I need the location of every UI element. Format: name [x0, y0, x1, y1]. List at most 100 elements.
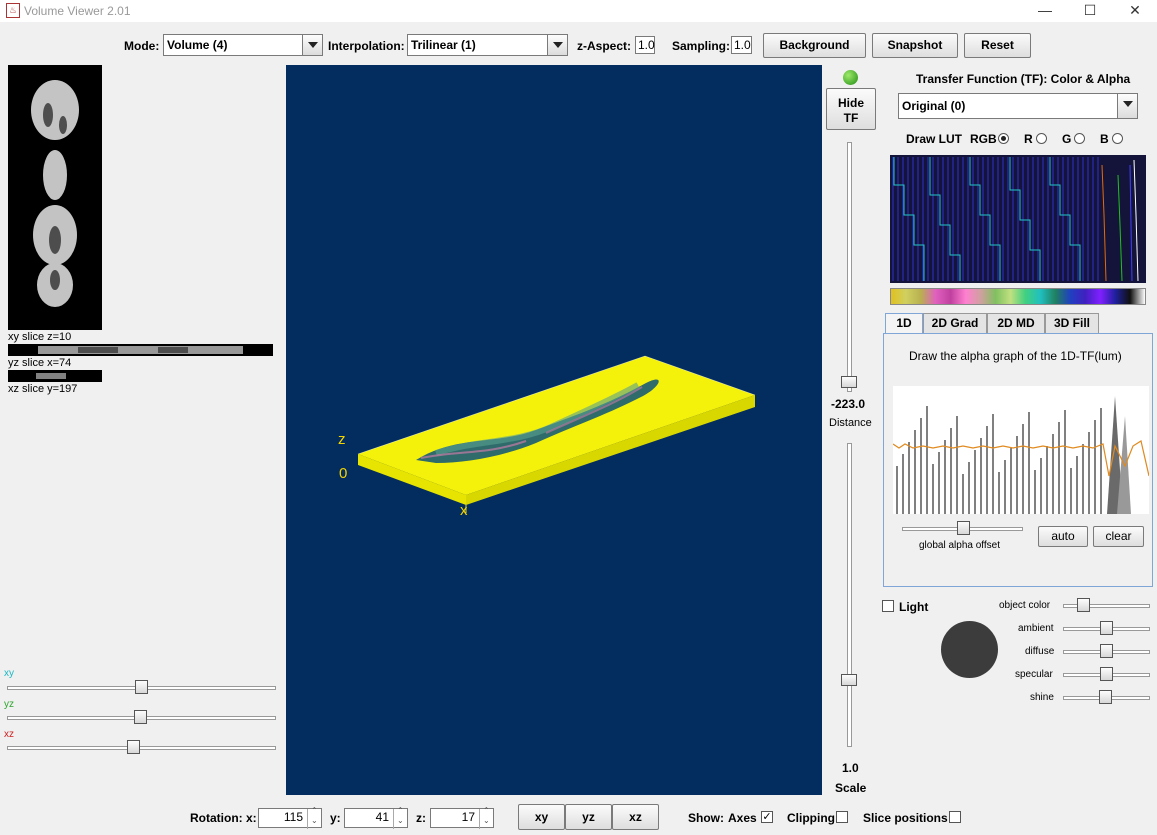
tab-2d-md[interactable]: 2D MD [987, 313, 1045, 333]
z-aspect-label: z-Aspect: [577, 39, 632, 53]
axis-z-label: z [338, 431, 346, 448]
volume-viewport[interactable]: z 0 x [286, 65, 822, 795]
xz-slider-thumb[interactable] [127, 740, 140, 754]
tf-preset-value: Original (0) [902, 99, 966, 113]
rotation-x-label: Rotation: x: [190, 811, 257, 825]
scale-value: 1.0 [842, 761, 859, 775]
clipping-label: Clipping [787, 811, 835, 825]
view-xy-button[interactable]: xy [518, 804, 565, 830]
snapshot-button[interactable]: Snapshot [872, 33, 958, 58]
rotation-y-input[interactable]: 41 [344, 806, 408, 829]
axes-checkbox[interactable]: ✓ [761, 811, 773, 823]
distance-slider[interactable] [847, 142, 852, 392]
rotation-z-input[interactable]: 17 [430, 806, 494, 829]
interpolation-label: Interpolation: [328, 39, 405, 53]
interpolation-value: Trilinear (1) [411, 38, 476, 52]
view-xz-button[interactable]: xz [612, 804, 659, 830]
light-checkbox[interactable] [882, 600, 894, 612]
object-color-label: object color [999, 600, 1051, 611]
clipping-checkbox[interactable] [836, 811, 848, 823]
clear-button[interactable]: clear [1093, 526, 1144, 547]
slice-positions-label: Slice positions [863, 811, 948, 825]
g-radio-label: G [1062, 132, 1072, 146]
mode-label: Mode: [124, 39, 160, 53]
diffuse-label: diffuse [1025, 646, 1055, 657]
yz-slider-label: yz [4, 699, 14, 710]
yz-slice-label: yz slice x=74 [8, 357, 72, 369]
chevron-down-icon[interactable] [547, 35, 567, 55]
java-app-icon: ♨ [6, 3, 20, 18]
alpha-graph-hint: Draw the alpha graph of the 1D-TF(lum) [909, 349, 1122, 363]
rotation-y-label: y: [330, 811, 341, 825]
r-radio-label: R [1024, 132, 1033, 146]
distance-value: -223.0 [831, 397, 866, 411]
hide-tf-button[interactable]: Hide TF [826, 88, 876, 130]
minimize-button[interactable]: — [1038, 2, 1052, 18]
axes-label: Axes [728, 811, 757, 825]
xy-slice-image [8, 65, 102, 330]
chevron-down-icon[interactable] [302, 35, 322, 55]
axis-origin-label: 0 [339, 465, 348, 482]
rgb-radio[interactable] [998, 133, 1009, 144]
xz-slice-image [8, 370, 102, 382]
distance-slider-thumb[interactable] [841, 376, 857, 388]
interpolation-select[interactable]: Trilinear (1) [407, 34, 568, 56]
rotation-y-value: 41 [375, 810, 389, 824]
xy-slider-thumb[interactable] [135, 680, 148, 694]
object-color-slider-thumb[interactable] [1077, 598, 1090, 612]
rotation-x-value: 115 [283, 810, 303, 824]
rotation-z-label: z: [416, 811, 426, 825]
maximize-button[interactable]: ☐ [1083, 2, 1097, 18]
g-radio[interactable] [1074, 133, 1085, 144]
shine-slider-thumb[interactable] [1099, 690, 1112, 704]
auto-button[interactable]: auto [1038, 526, 1088, 547]
mode-select[interactable]: Volume (4) [163, 34, 323, 56]
specular-slider-thumb[interactable] [1100, 667, 1113, 681]
yz-slider-thumb[interactable] [134, 710, 147, 724]
global-alpha-label: global alpha offset [919, 540, 1000, 551]
draw-lut-label: Draw LUT [906, 132, 963, 146]
shine-label: shine [1030, 692, 1054, 703]
light-preview-sphere [941, 621, 998, 678]
spinner-arrows-icon[interactable] [479, 806, 493, 829]
b-radio-label: B [1100, 132, 1109, 146]
tab-3d-fill[interactable]: 3D Fill [1045, 313, 1099, 333]
tab-2d-grad[interactable]: 2D Grad [923, 313, 987, 333]
scale-slider[interactable] [847, 443, 852, 747]
alpha-graph[interactable] [893, 386, 1149, 514]
diffuse-slider-thumb[interactable] [1100, 644, 1113, 658]
slice-positions-checkbox[interactable] [949, 811, 961, 823]
spinner-arrows-icon[interactable] [393, 806, 407, 829]
object-color-slider[interactable] [1063, 604, 1150, 608]
volume-render[interactable] [286, 65, 822, 795]
xz-slider[interactable] [7, 746, 276, 750]
title-bar [0, 0, 1157, 22]
yz-slice-image [8, 344, 273, 356]
close-button[interactable]: ✕ [1129, 2, 1141, 18]
show-label: Show: [688, 811, 724, 825]
view-yz-button[interactable]: yz [565, 804, 612, 830]
reset-button[interactable]: Reset [964, 33, 1031, 58]
status-indicator-icon [843, 70, 858, 85]
sampling-input[interactable]: 1.0 [731, 36, 752, 54]
spinner-arrows-icon[interactable] [307, 806, 321, 829]
tab-1d[interactable]: 1D [885, 313, 923, 333]
z-aspect-input[interactable]: 1.0 [635, 36, 655, 54]
xz-slider-label: xz [4, 729, 14, 740]
global-alpha-slider-thumb[interactable] [957, 521, 970, 535]
lut-graph[interactable] [890, 155, 1146, 283]
lut-color-bar [890, 288, 1146, 305]
xy-slice-label: xy slice z=10 [8, 331, 72, 343]
chevron-down-icon[interactable] [1117, 94, 1137, 118]
axis-x-label: x [460, 502, 468, 519]
light-label: Light [899, 600, 929, 614]
r-radio[interactable] [1036, 133, 1047, 144]
background-button[interactable]: Background [763, 33, 866, 58]
ambient-slider-thumb[interactable] [1100, 621, 1113, 635]
rotation-x-input[interactable]: 115 [258, 806, 322, 829]
specular-label: specular [1015, 669, 1053, 680]
scale-slider-thumb[interactable] [841, 674, 857, 686]
b-radio[interactable] [1112, 133, 1123, 144]
tf-preset-select[interactable]: Original (0) [898, 93, 1138, 119]
distance-label: Distance [829, 417, 872, 429]
